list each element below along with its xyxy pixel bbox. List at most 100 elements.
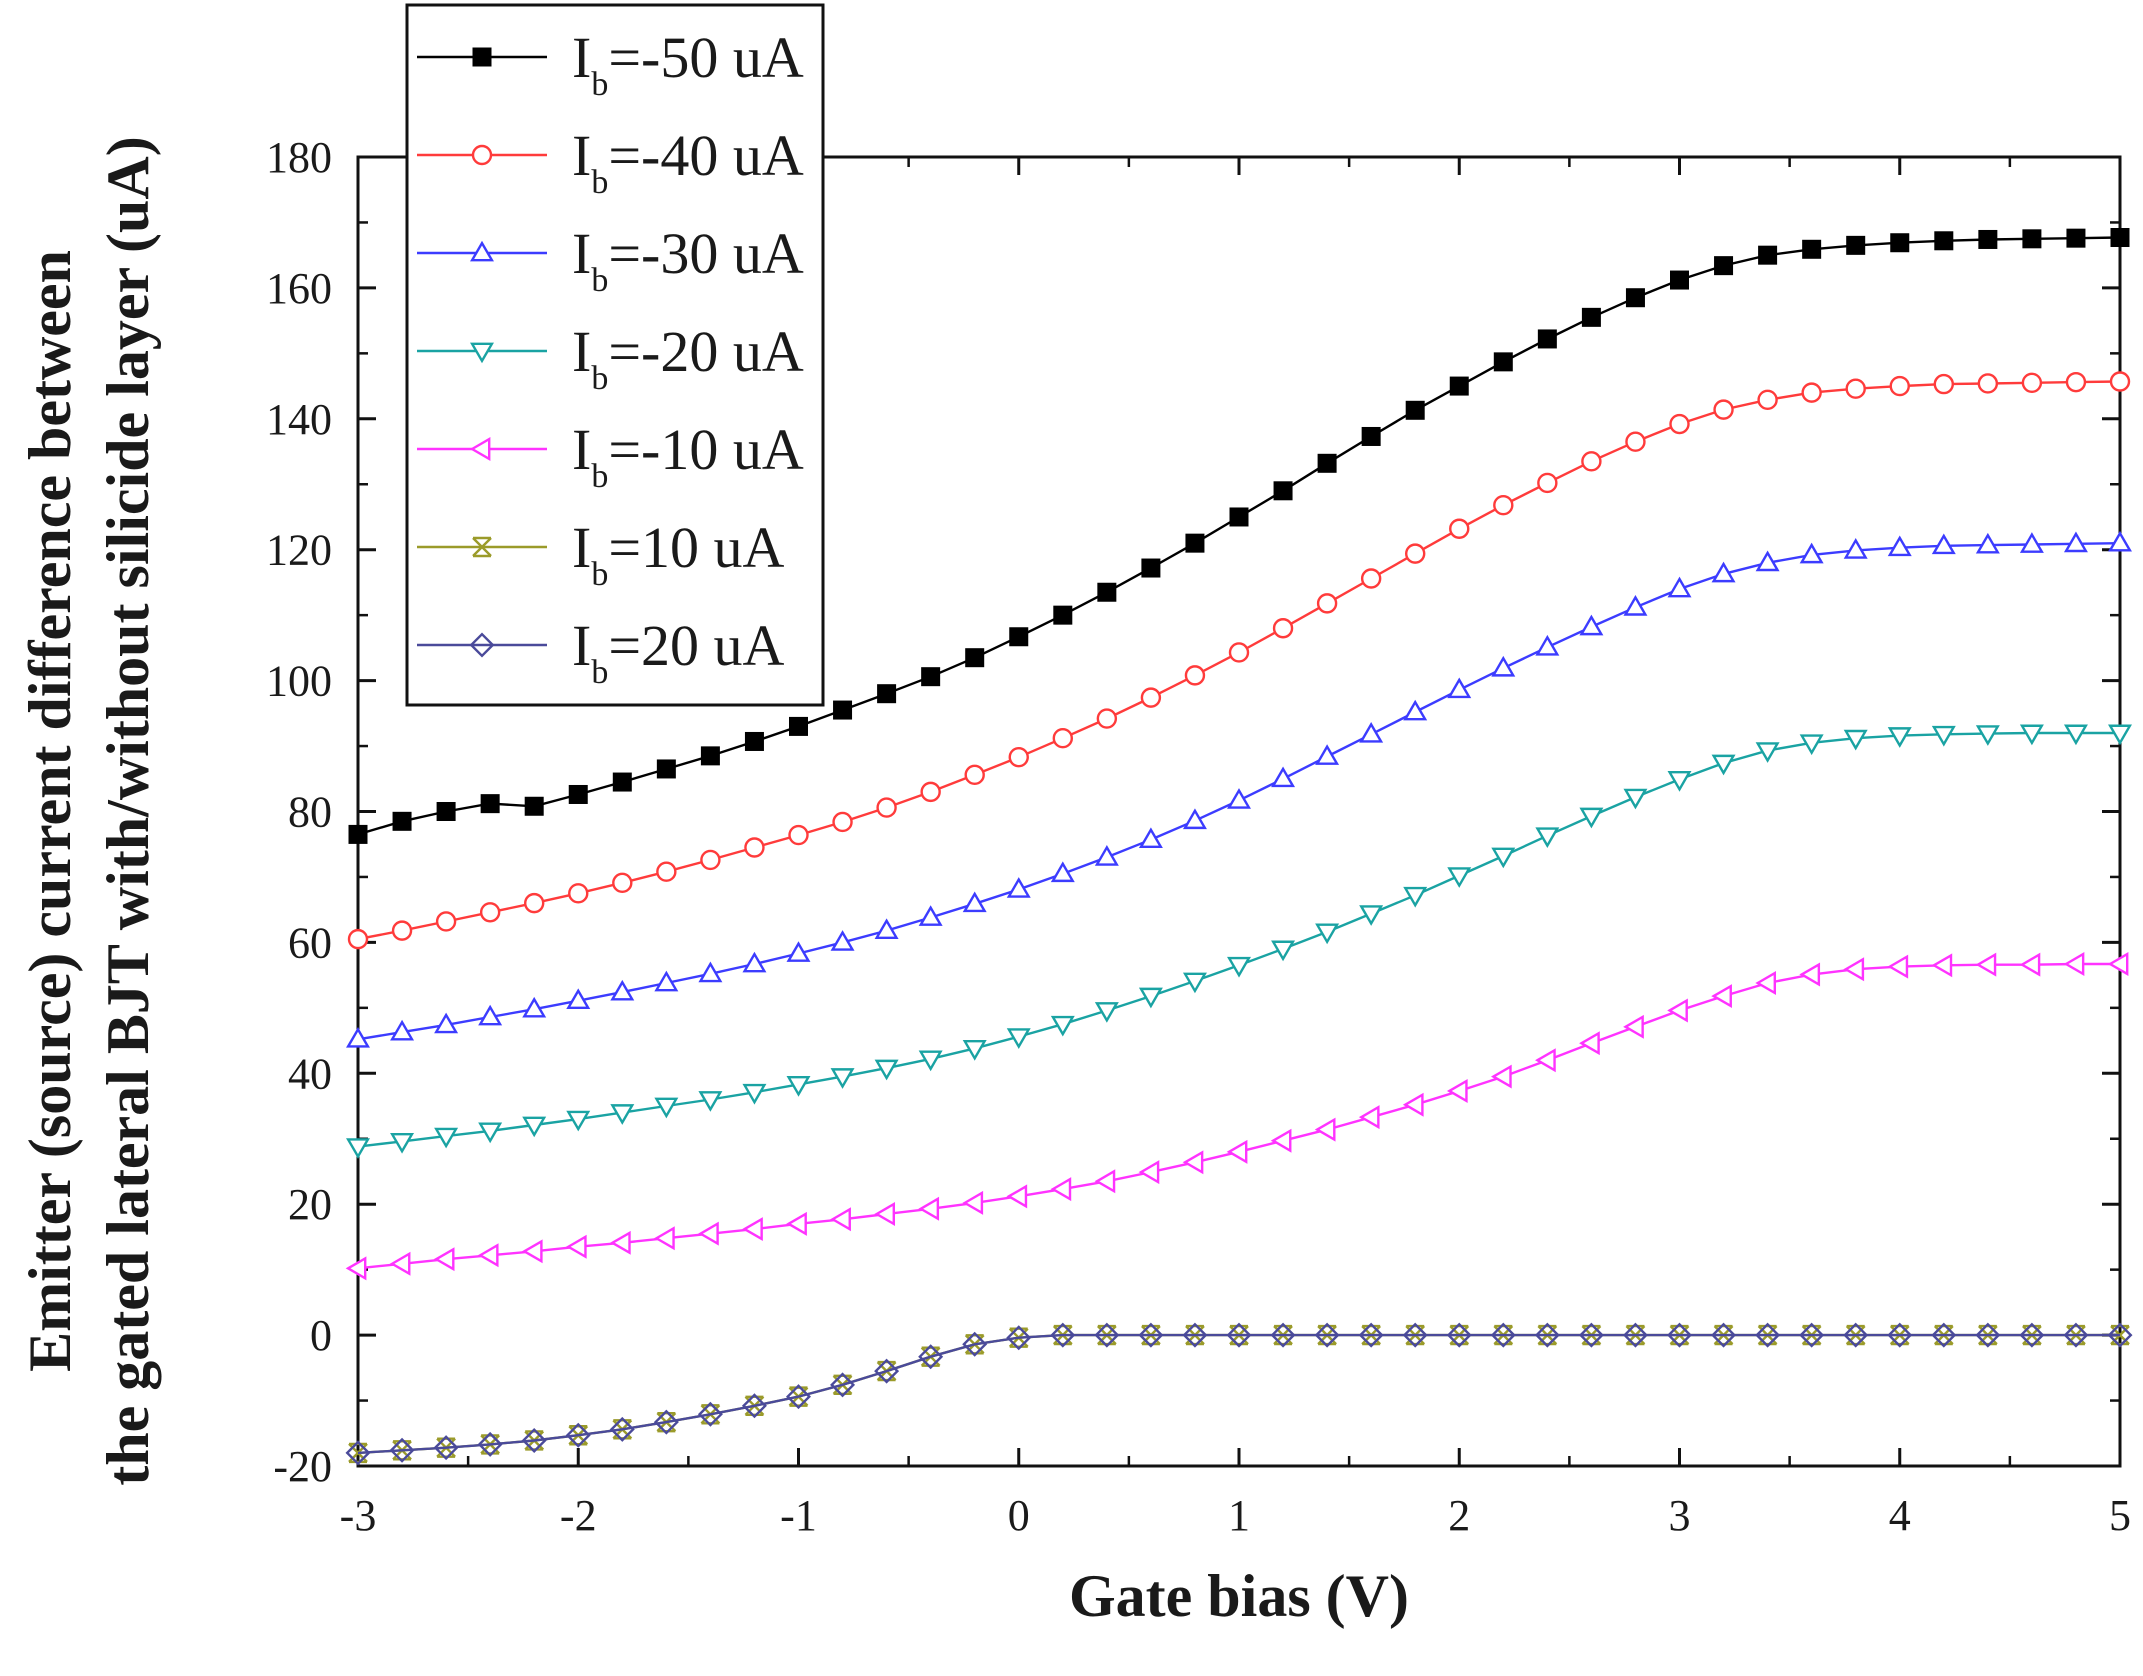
triangle-down-marker	[1755, 742, 1780, 763]
triangle-left-marker	[918, 1196, 940, 1221]
legend-label: Ib=-40 uA	[572, 123, 804, 201]
triangle-up-marker	[1579, 614, 1604, 636]
triangle-down-marker	[1403, 886, 1428, 908]
triangle-up-marker	[786, 941, 811, 962]
legend-entry: Ib=20 uA	[417, 613, 785, 691]
triangle-left-marker	[1843, 957, 1865, 982]
y-tick-label: 20	[288, 1180, 332, 1229]
triangle-up-marker	[1975, 532, 2000, 554]
diamond-marker	[345, 1440, 371, 1466]
diamond-marker	[1667, 1322, 1692, 1348]
circle-marker	[1096, 708, 1118, 729]
square-marker	[1978, 229, 1998, 249]
diamond-marker	[1975, 1322, 2001, 1348]
triangle-left-marker	[830, 1207, 851, 1232]
circle-marker	[876, 797, 897, 818]
circle-marker	[1713, 399, 1734, 420]
triangle-up-marker	[470, 240, 494, 262]
triangle-down-marker	[1491, 847, 1516, 869]
triangle-up-marker	[1535, 634, 1560, 656]
triangle-up-marker	[522, 996, 547, 1018]
diamond-marker	[565, 1422, 591, 1448]
square-marker	[877, 684, 897, 704]
diamond-marker	[1270, 1322, 1296, 1348]
series-group	[345, 228, 2133, 1466]
triangle-up-marker	[1359, 721, 1384, 743]
square-marker	[2110, 228, 2130, 248]
legend-entry: Ib=-50 uA	[417, 25, 804, 103]
square-marker	[656, 759, 676, 779]
triangle-up-marker	[1887, 535, 1912, 557]
circle-marker	[1052, 727, 1074, 749]
x-tick-label: 0	[1008, 1491, 1030, 1540]
diamond-marker	[1755, 1322, 1781, 1348]
series-line	[357, 1333, 2120, 1455]
triangle-left-marker	[1623, 1014, 1644, 1039]
triangle-down-marker	[1094, 1002, 1119, 1023]
y-tick-label: 120	[266, 526, 332, 575]
circle-marker	[920, 781, 941, 803]
legend-entry: Ib=-40 uA	[417, 123, 804, 201]
square-marker	[1185, 533, 1205, 553]
triangle-left-marker	[1094, 1169, 1116, 1194]
triangle-up-marker	[478, 1004, 503, 1026]
x-axis-title: Gate bias (V)	[1069, 1563, 1409, 1629]
triangle-up-marker	[1799, 542, 1824, 564]
y-tick-label: 40	[288, 1049, 332, 1098]
x-tick-label: 2	[1448, 1491, 1470, 1540]
legend: Ib=-50 uA Ib=-40 uA Ib=-30 uA Ib=-20 uA Ib=-…	[405, 3, 825, 707]
triangle-down-marker	[1315, 923, 1340, 945]
x-tick-label: -3	[340, 1491, 377, 1540]
legend-entry: Ib=-30 uA	[417, 221, 804, 299]
triangle-down-marker	[1843, 729, 1868, 751]
legend-label: Ib=-50 uA	[572, 25, 804, 103]
circle-marker	[1272, 618, 1294, 639]
series-5	[345, 952, 2129, 1281]
square-marker	[1714, 256, 1734, 276]
square-marker	[1273, 481, 1293, 501]
x-tick-label: -1	[780, 1491, 817, 1540]
diamond-marker	[469, 632, 495, 658]
series-3	[346, 530, 2132, 1048]
y-tick-label: 60	[288, 918, 332, 967]
triangle-left-marker	[565, 1234, 587, 1259]
circle-marker	[1537, 472, 1558, 494]
circle-marker	[1845, 378, 1866, 399]
triangle-left-marker	[389, 1251, 411, 1276]
diamond-marker	[653, 1409, 679, 1435]
diamond-marker	[697, 1401, 723, 1427]
circle-marker	[2021, 372, 2043, 394]
circle-marker	[1008, 746, 1029, 768]
circle-marker	[1625, 431, 1646, 452]
triangle-down-marker	[1975, 725, 2000, 746]
triangle-down-marker	[434, 1127, 459, 1149]
triangle-down-marker	[390, 1132, 415, 1154]
circle-marker	[1801, 382, 1822, 403]
diamond-marker	[1050, 1322, 1076, 1348]
triangle-up-marker	[1227, 788, 1251, 809]
triangle-down-marker	[1359, 905, 1384, 926]
triangle-down-marker	[1711, 754, 1736, 776]
series-1	[348, 228, 2130, 844]
series-7	[345, 1322, 2133, 1466]
square-marker	[921, 667, 941, 687]
triangle-up-marker	[962, 891, 987, 913]
triangle-up-marker	[434, 1012, 459, 1034]
triangle-down-marker	[830, 1068, 855, 1089]
triangle-up-marker	[1182, 808, 1207, 830]
legend-box	[405, 3, 825, 707]
y-tick-label: 140	[266, 395, 332, 444]
diamond-marker	[1358, 1322, 1384, 1348]
triangle-down-marker	[478, 1122, 503, 1144]
triangle-down-marker	[470, 342, 494, 364]
triangle-down-marker	[566, 1110, 591, 1132]
square-marker	[612, 772, 632, 792]
triangle-up-marker	[2019, 532, 2044, 553]
square-marker	[480, 794, 500, 814]
diamond-marker	[874, 1358, 900, 1384]
diamond-marker	[1534, 1322, 1560, 1348]
circle-marker	[1449, 518, 1470, 539]
triangle-up-marker	[654, 970, 679, 992]
x-tick-labels: -3 -2 -1 0 1 2 3 4 5	[340, 1491, 2131, 1540]
square-marker	[2066, 228, 2086, 248]
